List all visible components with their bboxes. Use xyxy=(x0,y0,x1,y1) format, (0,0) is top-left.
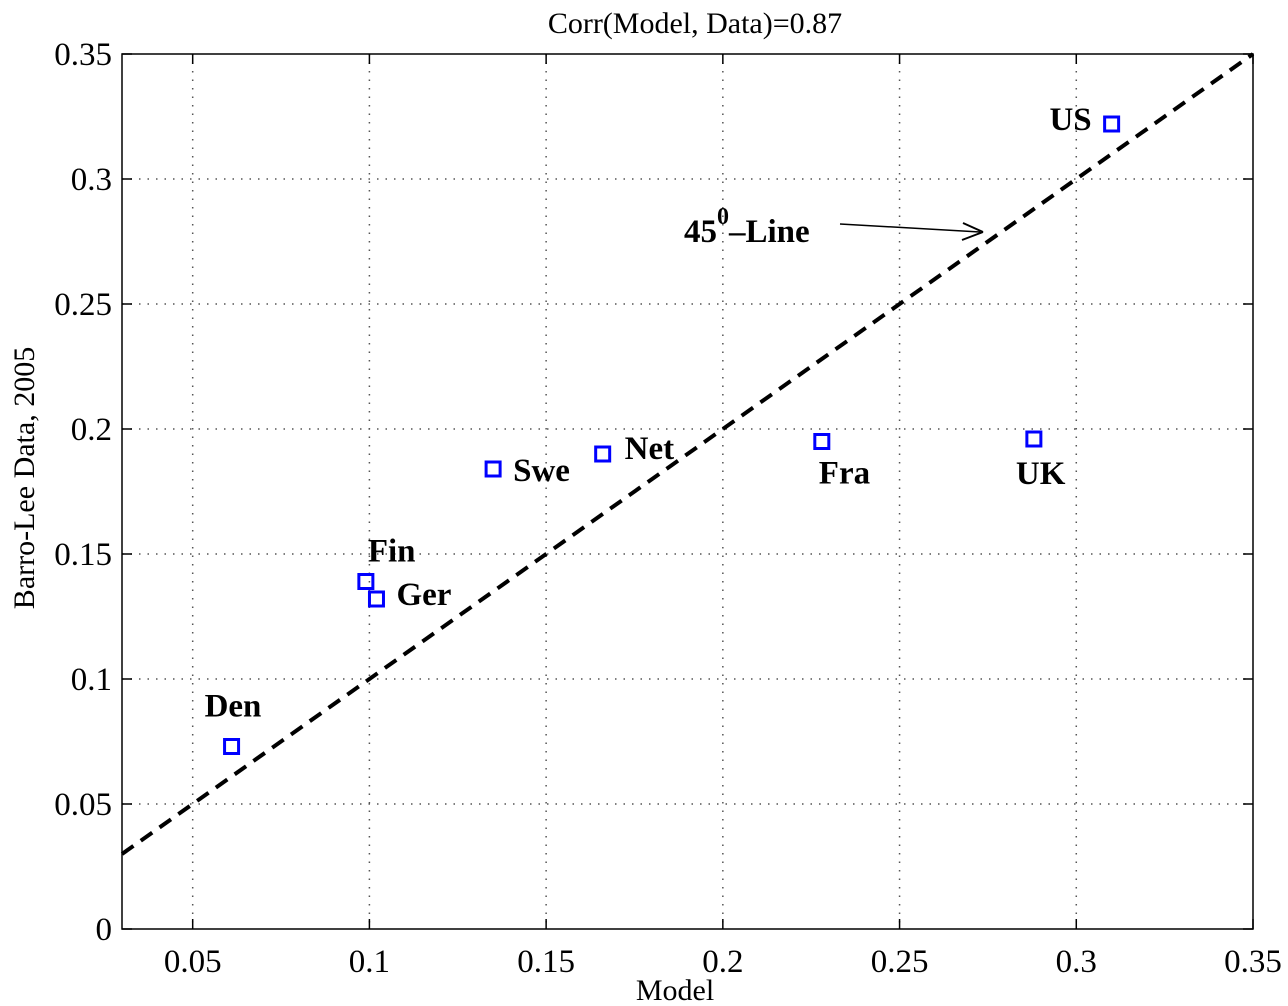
annotation-45-line: 450–Line xyxy=(684,204,984,250)
svg-text:450–Line: 450–Line xyxy=(684,204,810,250)
x-tick-label: 0.2 xyxy=(702,944,743,980)
plot-frame xyxy=(121,53,1254,930)
point-label: US xyxy=(1049,102,1091,138)
annotation-rest: –Line xyxy=(728,214,810,250)
point-label: Swe xyxy=(513,453,570,489)
annotation-arrow xyxy=(839,223,981,233)
point-label: Den xyxy=(205,689,262,725)
point-marker-swe xyxy=(484,460,502,478)
point-label: Net xyxy=(625,431,674,467)
annotation-base: 45 xyxy=(684,214,717,250)
point-marker-den xyxy=(223,738,241,755)
y-tick-label: 0.05 xyxy=(54,787,112,823)
y-axis-label: Barro-Lee Data, 2005 xyxy=(8,347,41,609)
point-marker-fin xyxy=(357,573,375,590)
point-marker-net xyxy=(594,445,612,463)
x-tick-label: 0.1 xyxy=(349,944,390,980)
y-tick-label: 0 xyxy=(96,912,113,948)
ticks: 0.05 0.1 0.15 0.2 0.25 0.3 0.35 0 0.05 0.1 0.15 0.2… xyxy=(54,37,1282,980)
point-marker-uk xyxy=(1025,430,1043,448)
points: Den Fin Ger Swe Net Fra UK US xyxy=(205,102,1121,755)
45-degree-line xyxy=(120,52,1255,856)
y-tick-label: 0.35 xyxy=(54,37,112,73)
annotation-superscript: 0 xyxy=(717,204,729,230)
y-tick-label: 0.15 xyxy=(54,537,112,573)
x-tick-label: 0.25 xyxy=(871,944,929,980)
y-tick-label: 0.1 xyxy=(71,662,112,698)
arrow-head-icon xyxy=(961,222,984,241)
grid xyxy=(122,54,1253,929)
y-tick-label: 0.25 xyxy=(54,287,112,323)
point-label: Fin xyxy=(368,534,416,570)
x-axis-label: Model xyxy=(636,974,714,1006)
x-tick-label: 0.05 xyxy=(164,944,222,980)
point-label: UK xyxy=(1016,456,1066,492)
chart-title: Corr(Model, Data)=0.87 xyxy=(548,7,842,40)
x-tick-label: 0.15 xyxy=(517,944,575,980)
x-tick-label: 0.35 xyxy=(1224,944,1282,980)
y-tick-label: 0.2 xyxy=(71,412,112,448)
x-tick-label: 0.3 xyxy=(1056,944,1097,980)
point-marker-ger xyxy=(367,590,385,608)
y-tick-label: 0.3 xyxy=(71,162,112,198)
point-label: Fra xyxy=(819,456,870,492)
point-marker-us xyxy=(1103,115,1121,133)
point-marker-fra xyxy=(813,433,831,450)
point-label: Ger xyxy=(396,577,451,613)
